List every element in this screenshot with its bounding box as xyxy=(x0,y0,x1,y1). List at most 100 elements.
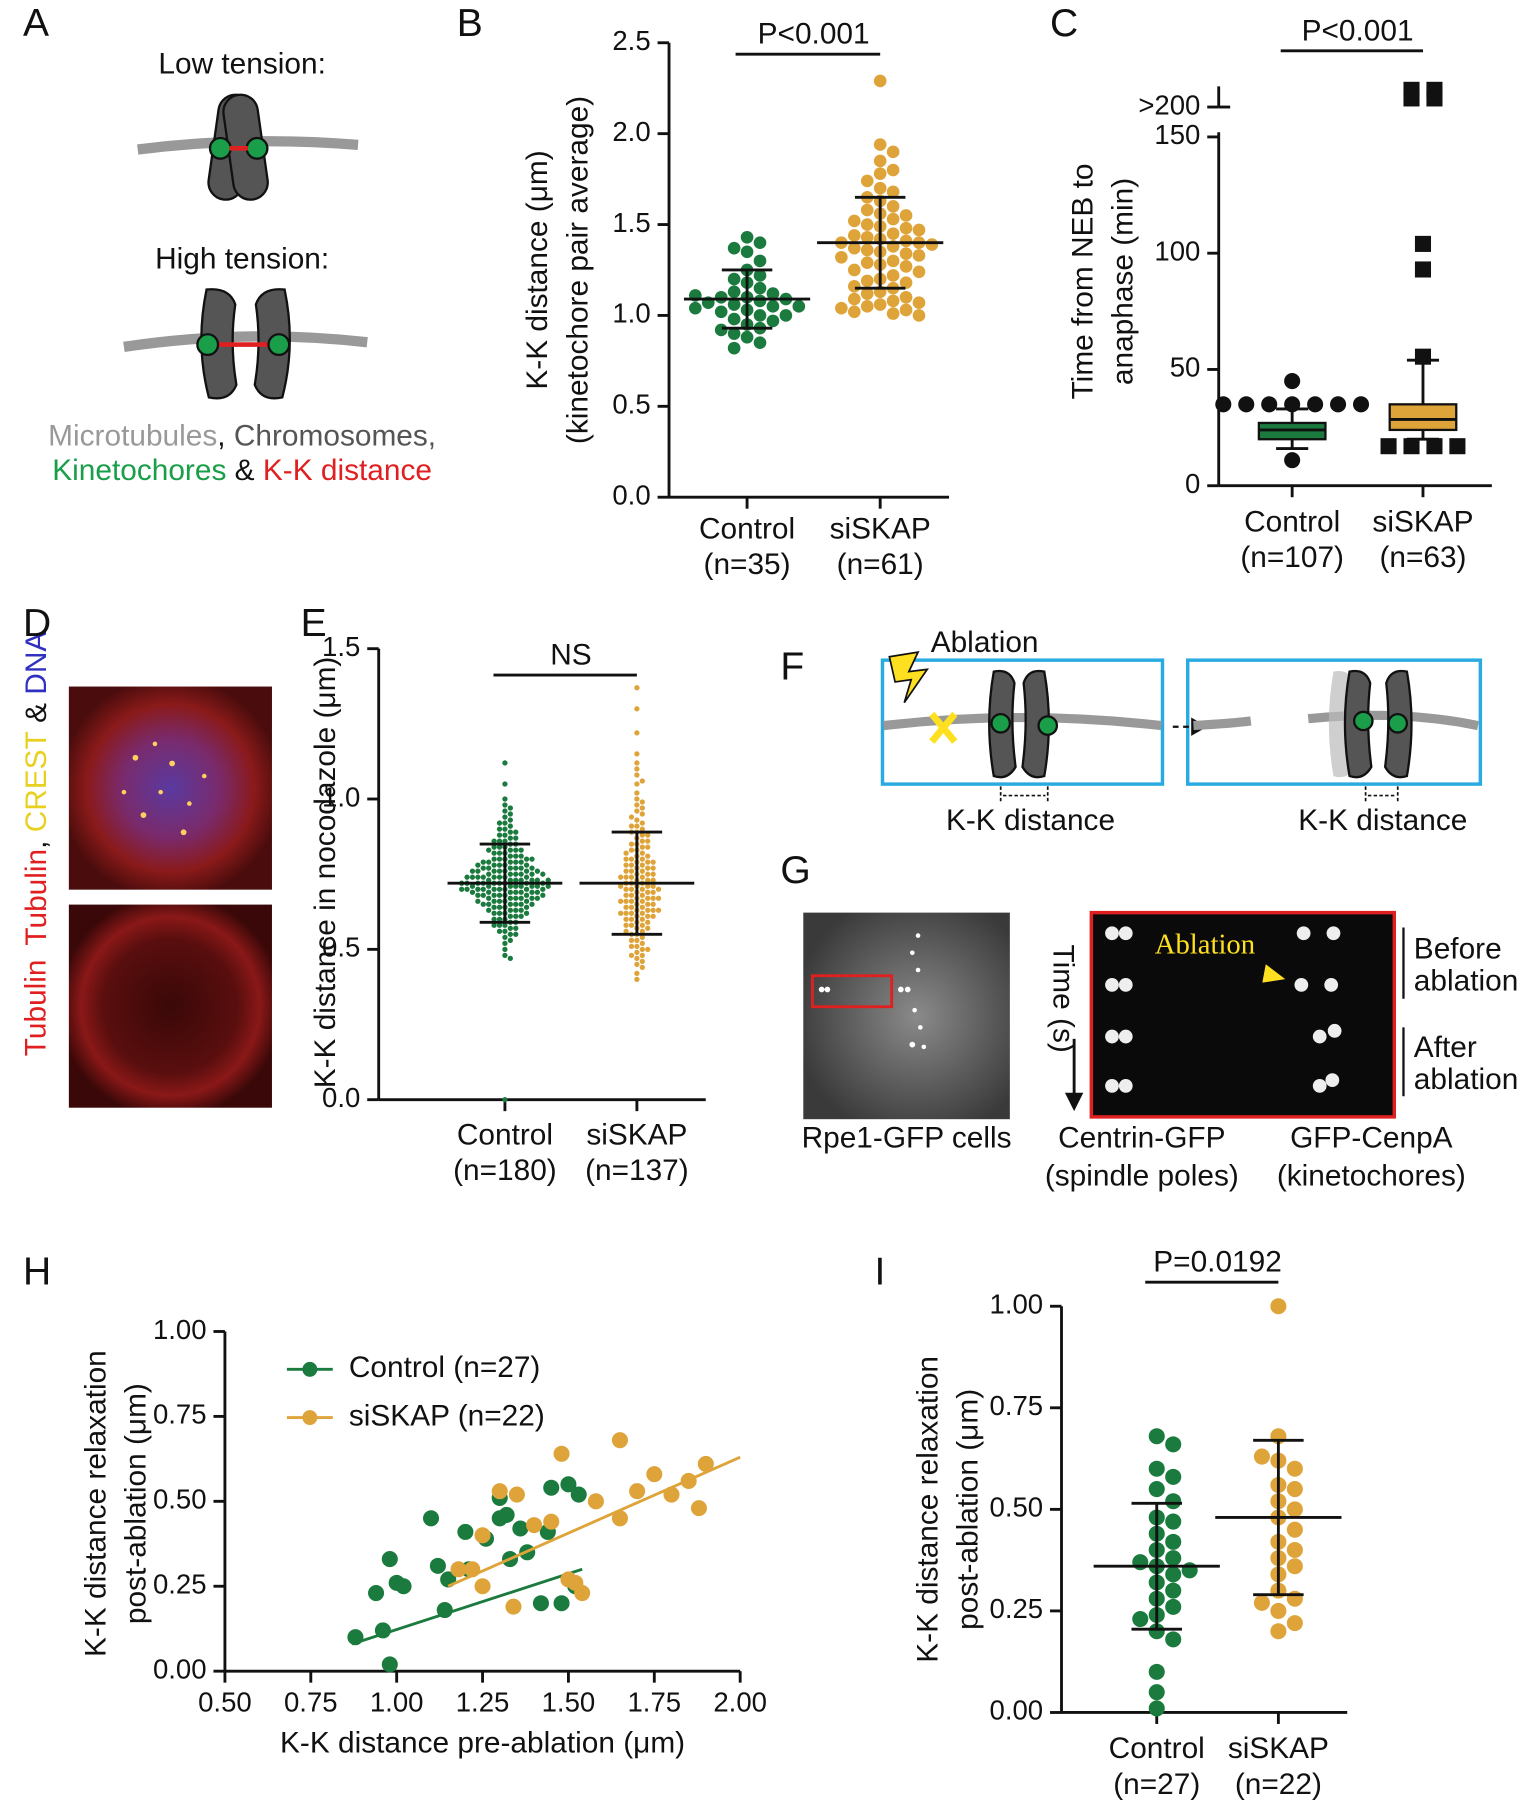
data-point xyxy=(486,859,492,865)
data-point xyxy=(655,907,662,913)
data-point xyxy=(507,895,513,901)
data-point xyxy=(766,287,780,300)
data-point xyxy=(650,889,656,895)
y-tick-label: 1.5 xyxy=(612,207,650,238)
x-tick-label: Control xyxy=(699,512,795,545)
data-point xyxy=(526,1517,543,1534)
data-point xyxy=(645,919,651,925)
y-tick-label: 0.0 xyxy=(612,479,650,510)
data-point xyxy=(507,913,513,919)
micrograph xyxy=(803,912,1010,1120)
data-point xyxy=(486,895,492,901)
data-point xyxy=(753,294,767,308)
data-point xyxy=(740,330,754,344)
data-point xyxy=(1148,1428,1165,1445)
data-point xyxy=(518,859,524,865)
data-point xyxy=(645,871,651,877)
data-point xyxy=(507,931,513,937)
x-tick-label: 1.00 xyxy=(370,1687,424,1718)
data-point xyxy=(623,886,629,892)
data-point xyxy=(502,922,508,928)
data-point xyxy=(873,138,887,151)
data-point xyxy=(634,706,640,712)
legend-text: Chromosomes, xyxy=(234,419,436,452)
data-point xyxy=(534,877,541,883)
data-point xyxy=(912,265,926,279)
data-point xyxy=(534,889,541,895)
y-tick-label: 0.00 xyxy=(990,1695,1044,1726)
data-point xyxy=(925,238,939,251)
data-point xyxy=(587,1493,604,1510)
y-tick-label: 1.0 xyxy=(322,781,360,812)
outlier xyxy=(1284,452,1301,469)
outlier xyxy=(1414,235,1432,252)
data-point xyxy=(639,904,645,910)
data-point xyxy=(1165,1631,1182,1648)
y-tick-label: 0 xyxy=(1185,468,1200,499)
data-point xyxy=(502,946,508,952)
outlier xyxy=(1238,396,1255,413)
data-point xyxy=(513,883,519,889)
roi xyxy=(811,974,894,1009)
data-point xyxy=(518,871,524,877)
data-point xyxy=(1148,1481,1165,1498)
data-point xyxy=(507,955,513,962)
outlier xyxy=(1261,396,1278,413)
data-point xyxy=(1286,1541,1303,1559)
outlier xyxy=(1414,348,1432,365)
data-point xyxy=(628,886,635,892)
x-tick-label: siSKAP xyxy=(586,1118,687,1151)
data-point xyxy=(873,181,887,195)
kinetochore xyxy=(267,333,291,357)
data-point xyxy=(860,243,874,257)
data-point xyxy=(513,865,519,871)
data-point xyxy=(634,823,640,829)
data-point xyxy=(496,892,503,898)
y-axis-label: anaphase (min) xyxy=(1106,178,1139,385)
data-point xyxy=(507,823,513,829)
data-point xyxy=(639,910,645,916)
low-tension-label: Low tension: xyxy=(158,48,325,81)
data-point xyxy=(628,922,635,928)
data-point xyxy=(486,877,492,883)
data-point xyxy=(779,309,793,322)
data-point xyxy=(912,223,926,237)
data-point xyxy=(508,1486,525,1503)
y-axis-label: post-ablation (μm) xyxy=(952,1389,985,1630)
frame xyxy=(880,658,1165,786)
y-tick-label: 1.5 xyxy=(322,631,360,662)
data-point xyxy=(491,844,497,850)
data-point xyxy=(513,925,519,931)
data-point xyxy=(529,883,535,889)
data-point xyxy=(753,336,767,350)
stain-label: Tubulin xyxy=(20,960,53,1057)
data-point xyxy=(534,868,541,874)
data-point xyxy=(1286,1615,1303,1632)
data-point xyxy=(518,913,524,919)
data-point xyxy=(532,1595,549,1612)
data-point xyxy=(502,928,508,934)
data-point xyxy=(491,892,497,898)
data-point xyxy=(1270,1298,1287,1315)
data-point xyxy=(507,871,513,877)
data-point xyxy=(873,74,887,88)
data-point xyxy=(886,163,900,177)
data-point xyxy=(688,301,702,315)
before-label: Before xyxy=(1414,932,1502,965)
data-point xyxy=(899,276,913,290)
data-point xyxy=(847,305,861,319)
data-point xyxy=(634,955,640,962)
data-point xyxy=(475,898,481,904)
x-tick-label: siSKAP xyxy=(830,512,931,545)
data-point xyxy=(513,859,519,865)
category-note: (n=61) xyxy=(837,548,924,581)
data-point xyxy=(507,877,513,883)
data-point xyxy=(645,901,651,907)
data-point xyxy=(639,844,645,850)
data-point xyxy=(560,1476,577,1493)
data-point xyxy=(639,874,645,880)
data-point xyxy=(611,1510,628,1527)
data-point xyxy=(1165,1550,1182,1567)
box xyxy=(1388,403,1458,432)
data-point xyxy=(639,862,645,868)
